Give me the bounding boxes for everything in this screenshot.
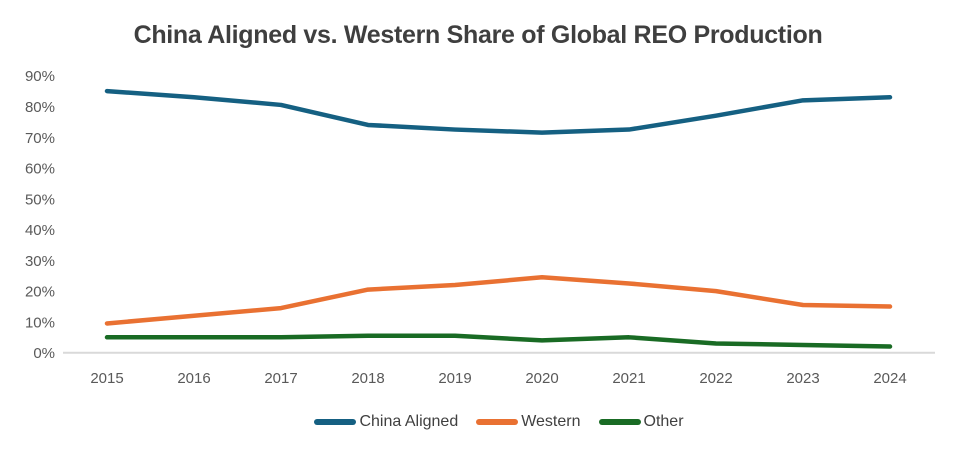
legend-swatch-icon (598, 419, 641, 425)
series-line-western (104, 275, 893, 326)
legend-label: China Aligned (359, 413, 459, 430)
y-axis-tick-label: 30% (25, 253, 55, 270)
x-axis-tick-label: 2023 (786, 370, 819, 387)
x-axis-tick-label: 2021 (612, 370, 645, 387)
x-axis-tick-label: 2024 (873, 370, 906, 387)
x-axis-tick-label: 2018 (351, 370, 384, 387)
y-axis-tick-label: 80% (25, 99, 55, 116)
legend-label: Western (521, 413, 581, 430)
chart-legend: China Aligned Western Other (63, 411, 935, 433)
x-axis-tick-label: 2022 (699, 370, 732, 387)
x-axis-tick-label: 2015 (90, 370, 123, 387)
y-axis-tick-label: 20% (25, 284, 55, 301)
x-axis-tick-label: 2016 (177, 370, 210, 387)
y-axis-tick-label: 50% (25, 191, 55, 208)
series-line-china-aligned (104, 88, 893, 135)
legend-swatch-icon (314, 419, 357, 425)
series-line-other (104, 333, 893, 349)
legend-item-western: Western (476, 413, 581, 431)
y-axis-tick-label: 70% (25, 130, 55, 147)
y-axis-tick-label: 10% (25, 314, 55, 331)
y-axis-tick-label: 60% (25, 161, 55, 178)
chart-title: China Aligned vs. Western Share of Globa… (133, 21, 823, 49)
legend-item-other: Other (598, 413, 684, 431)
legend-item-china-aligned: China Aligned (314, 413, 458, 431)
y-axis-tick-label: 0% (33, 345, 55, 362)
x-axis-tick-label: 2019 (438, 370, 471, 387)
legend-swatch-icon (476, 419, 519, 425)
x-axis-tick-label: 2017 (264, 370, 297, 387)
legend-label: Other (643, 413, 684, 430)
y-axis-tick-label: 40% (25, 222, 55, 239)
y-axis-tick-label: 90% (25, 68, 55, 85)
x-axis-tick-label: 2020 (525, 370, 558, 387)
